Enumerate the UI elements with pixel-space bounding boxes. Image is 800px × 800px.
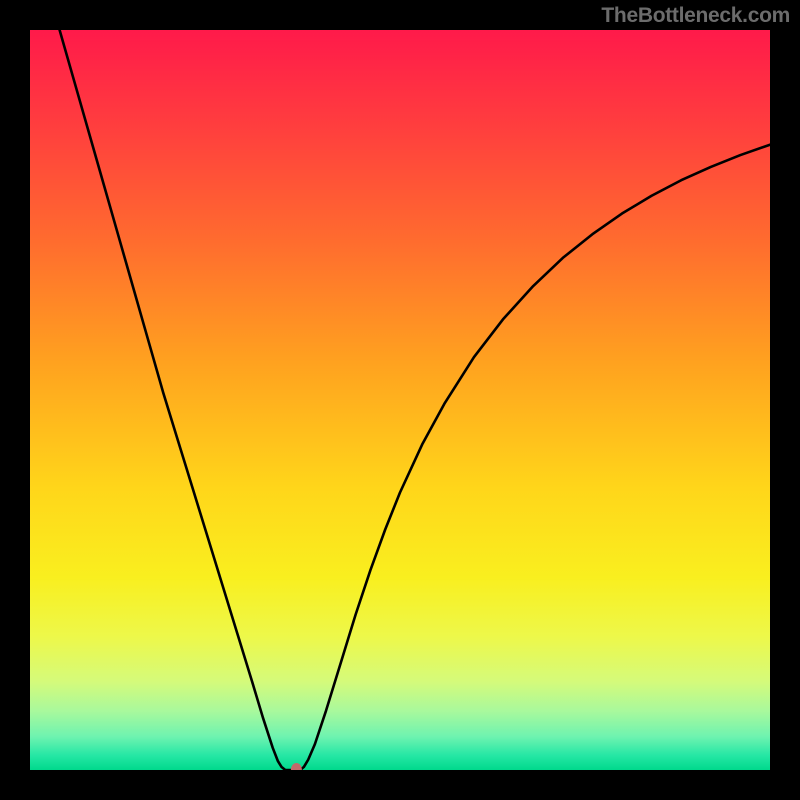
optimum-marker [291, 763, 302, 770]
bottleneck-curve [60, 30, 770, 770]
watermark-text: TheBottleneck.com [601, 4, 790, 28]
plot-area [30, 30, 770, 770]
chart-svg [30, 30, 770, 770]
